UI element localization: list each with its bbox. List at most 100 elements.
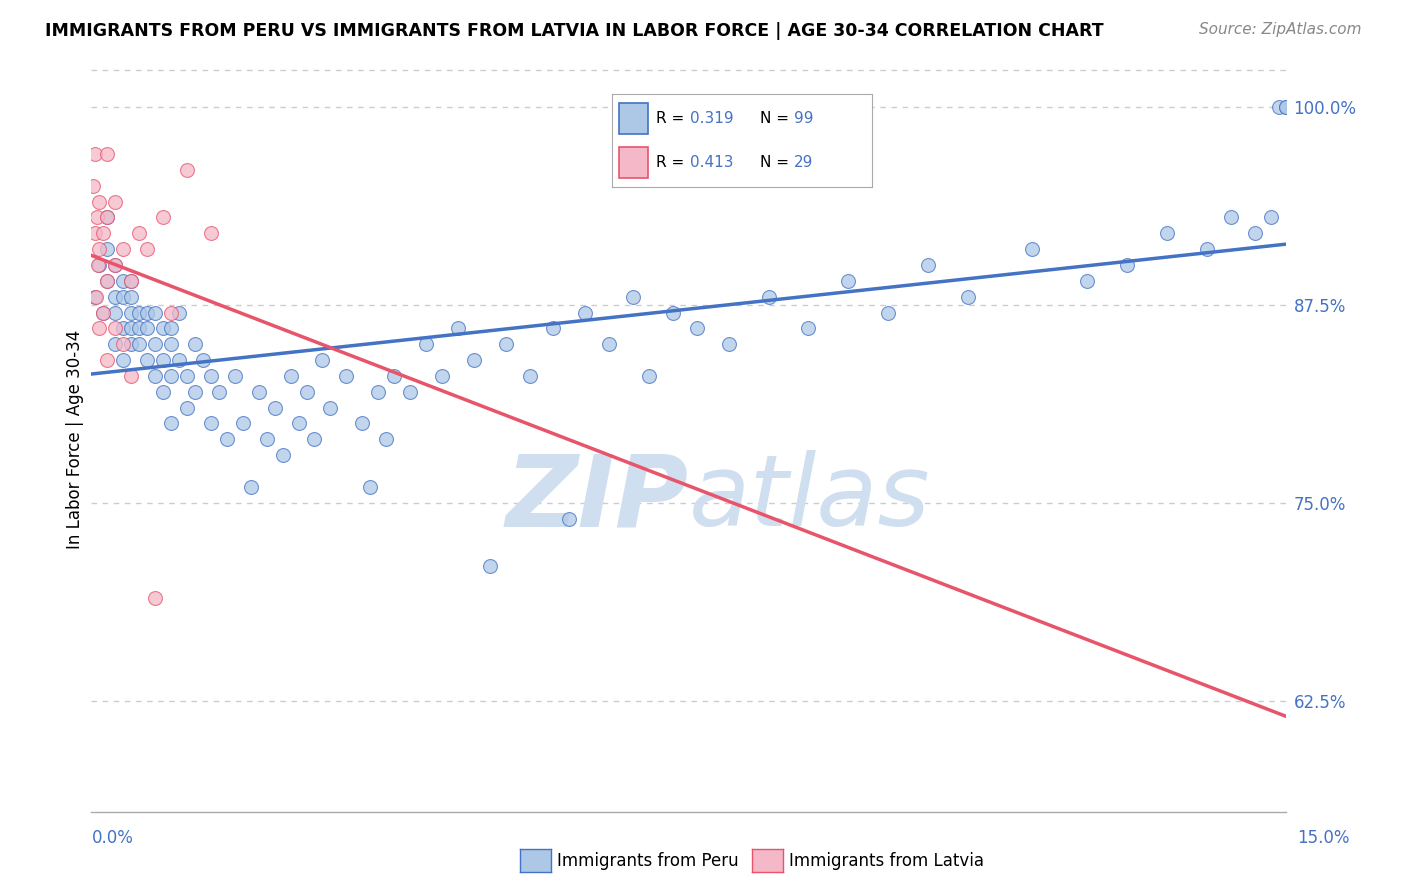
Point [128, 337, 150, 351]
Point [543, 321, 565, 335]
Point [638, 368, 661, 383]
Point [200, 368, 222, 383]
Point [87, 258, 110, 272]
Point [1076, 274, 1098, 288]
Point [208, 384, 231, 399]
Text: IMMIGRANTS FROM PERU VS IMMIGRANTS FROM LATVIA IN LABOR FORCE | AGE 30-34 CORREL: IMMIGRANTS FROM PERU VS IMMIGRANTS FROM … [45, 22, 1104, 40]
Text: atlas: atlas [689, 450, 931, 548]
Point [1275, 99, 1298, 113]
Text: 0.413: 0.413 [690, 154, 733, 169]
Point [120, 290, 142, 304]
Point [160, 321, 183, 335]
Point [877, 305, 900, 319]
Point [96, 147, 118, 161]
Point [558, 511, 581, 525]
Point [686, 321, 709, 335]
Point [112, 242, 135, 256]
Text: Source: ZipAtlas.com: Source: ZipAtlas.com [1198, 22, 1361, 37]
Point [287, 417, 309, 431]
Point [120, 337, 142, 351]
Point [128, 305, 150, 319]
Point [837, 274, 859, 288]
FancyBboxPatch shape [620, 103, 648, 134]
Point [1156, 227, 1178, 241]
Point [96, 211, 118, 225]
Point [84, 147, 107, 161]
Point [200, 227, 222, 241]
Point [232, 417, 254, 431]
Point [128, 227, 150, 241]
Point [128, 321, 150, 335]
Point [1219, 211, 1241, 225]
Point [359, 480, 381, 494]
Point [93, 305, 115, 319]
Point [430, 368, 453, 383]
Point [176, 162, 198, 177]
Point [143, 591, 166, 605]
Point [96, 242, 118, 256]
Point [104, 321, 127, 335]
Point [184, 384, 207, 399]
Point [136, 305, 159, 319]
Point [917, 258, 939, 272]
Point [167, 305, 190, 319]
Point [136, 353, 159, 368]
Point [319, 401, 342, 415]
Point [152, 321, 174, 335]
Text: 0.319: 0.319 [690, 111, 734, 126]
Point [93, 227, 115, 241]
Point [112, 337, 135, 351]
Point [662, 305, 685, 319]
Point [495, 337, 517, 351]
Point [84, 290, 107, 304]
Point [280, 368, 302, 383]
Point [89, 321, 111, 335]
Point [89, 242, 111, 256]
Point [621, 290, 644, 304]
Point [104, 337, 127, 351]
Point [1275, 99, 1298, 113]
Point [1021, 242, 1043, 256]
Point [112, 353, 135, 368]
Point [184, 337, 207, 351]
Point [96, 211, 118, 225]
Point [152, 353, 174, 368]
Point [93, 305, 115, 319]
Point [82, 178, 104, 193]
Point [160, 337, 183, 351]
Point [399, 384, 422, 399]
Point [84, 290, 107, 304]
Point [247, 384, 270, 399]
Point [1243, 227, 1265, 241]
Point [295, 384, 318, 399]
Point [104, 290, 127, 304]
Point [1267, 99, 1289, 113]
Point [160, 417, 183, 431]
Point [120, 274, 142, 288]
Point [598, 337, 620, 351]
FancyBboxPatch shape [620, 147, 648, 178]
Text: ZIP: ZIP [506, 450, 689, 548]
Point [104, 305, 127, 319]
Point [335, 368, 357, 383]
Point [478, 559, 501, 574]
Point [160, 305, 183, 319]
Point [224, 368, 246, 383]
Point [112, 290, 135, 304]
Point [104, 194, 127, 209]
Point [1116, 258, 1139, 272]
Point [758, 290, 780, 304]
Point [152, 384, 174, 399]
Point [200, 417, 222, 431]
Point [136, 242, 159, 256]
Point [797, 321, 820, 335]
Point [96, 353, 118, 368]
Point [352, 417, 374, 431]
Point [263, 401, 285, 415]
Point [176, 401, 198, 415]
Point [89, 258, 111, 272]
Point [304, 432, 326, 446]
Point [717, 337, 740, 351]
Point [176, 368, 198, 383]
Point [120, 321, 142, 335]
